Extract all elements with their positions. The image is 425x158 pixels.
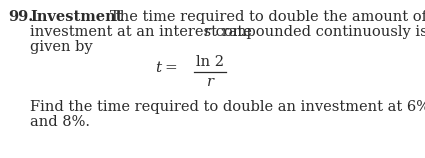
- Text: Find the time required to double an investment at 6%, 7%,: Find the time required to double an inve…: [30, 100, 425, 114]
- Text: t: t: [155, 61, 161, 75]
- Text: investment at an interest rate: investment at an interest rate: [30, 25, 257, 39]
- Text: The time required to double the amount of an: The time required to double the amount o…: [110, 10, 425, 24]
- Text: compounded continuously is: compounded continuously is: [211, 25, 425, 39]
- Text: r: r: [204, 25, 211, 39]
- Text: Investment: Investment: [30, 10, 122, 24]
- Text: ln 2: ln 2: [196, 55, 224, 69]
- Text: given by: given by: [30, 40, 93, 54]
- Text: =: =: [164, 61, 177, 75]
- Text: and 8%.: and 8%.: [30, 115, 90, 129]
- Text: r: r: [207, 75, 213, 89]
- Text: 99.: 99.: [8, 10, 33, 24]
